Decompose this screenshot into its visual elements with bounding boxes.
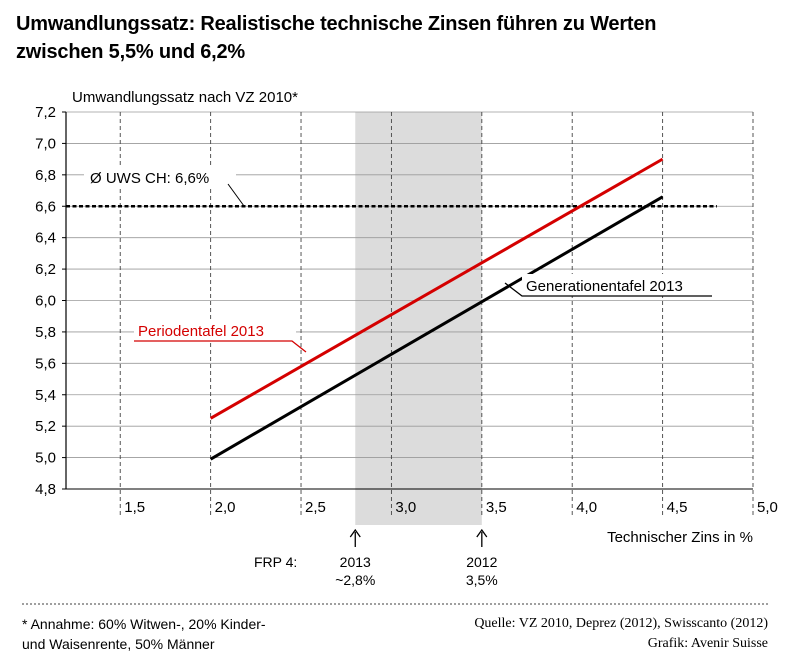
reference-line-label: Ø UWS CH: 6,6% — [90, 170, 209, 187]
y-axis-label-background — [68, 86, 348, 108]
x-tick-label: 3,5 — [486, 499, 507, 516]
legend-generation-label: Generationentafel 2013 — [526, 278, 683, 295]
y-tick-label: 5,6 — [35, 355, 56, 372]
reference-label-leader — [227, 183, 245, 207]
y-tick-label: 6,4 — [35, 230, 56, 247]
y-axis-label: Umwandlungssatz nach VZ 2010* — [72, 89, 298, 106]
series-layer — [209, 157, 664, 461]
chart-title: Umwandlungssatz: Realistische technische… — [16, 10, 786, 66]
x-tick-label: 3,0 — [395, 499, 416, 516]
y-tick-label: 5,8 — [35, 324, 56, 341]
x-tick-label: 2,5 — [305, 499, 326, 516]
reference-label-background — [84, 166, 236, 188]
source-credit: Quelle: VZ 2010, Deprez (2012), Swisscan… — [474, 614, 768, 654]
y-tick-label: 4,8 — [35, 481, 56, 498]
x-tick-label: 1,5 — [124, 499, 145, 516]
frp-label: FRP 4: — [254, 554, 297, 570]
series-line-generationentafel — [209, 195, 664, 461]
y-tick-label: 6,2 — [35, 261, 56, 278]
label-layer: Umwandlungssatz nach VZ 2010* Ø UWS CH: … — [68, 86, 753, 546]
legend-period-label: Periodentafel 2013 — [138, 323, 264, 340]
legend-period-background — [134, 319, 296, 341]
source-line: Quelle: VZ 2010, Deprez (2012), Swisscan… — [474, 616, 768, 631]
legend-generation-background — [522, 274, 722, 296]
marker-arrow-head — [476, 528, 488, 538]
x-tick-label: 5,0 — [757, 499, 778, 516]
y-tick-label: 7,2 — [35, 104, 56, 121]
y-tick-label: 7,0 — [35, 135, 56, 152]
legend-period-leader — [134, 340, 307, 353]
y-tick-label: 6,8 — [35, 167, 56, 184]
y-tick-label: 5,0 — [35, 450, 56, 467]
marker-rate-label: ~2,8% — [335, 572, 375, 588]
marker-year-label: 2013 — [340, 554, 371, 570]
y-tick-label: 5,4 — [35, 387, 56, 404]
chart-title-line2: zwischen 5,5% und 6,2% — [16, 41, 246, 63]
credit-line: Grafik: Avenir Suisse — [647, 636, 768, 651]
legend-generation-leader — [504, 282, 712, 297]
marker-layer: FRP 4: 2013 ~2,8% 2012 3,5% — [254, 528, 498, 588]
shaded-band — [355, 112, 482, 525]
axes-layer: 4,8 5,0 5,2 5,4 5,6 5,8 6,0 6,2 6,4 6,6 6,8 7,0 7,2 1… — [22, 104, 778, 605]
footnote: * Annahme: 60% Witwen-, 20% Kinder- und … — [22, 614, 266, 654]
footnote-line2: und Waisenrente, 50% Männer — [22, 636, 215, 652]
x-tick-label: 2,0 — [215, 499, 236, 516]
shaded-band-layer — [355, 112, 482, 525]
series-line-periodentafel — [209, 157, 664, 420]
x-axis-label: Technischer Zins in % — [607, 529, 753, 546]
y-tick-label: 6,0 — [35, 293, 56, 310]
marker-year-label: 2012 — [466, 554, 497, 570]
marker-arrow-head — [349, 528, 361, 538]
chart-title-line1: Umwandlungssatz: Realistische technische… — [16, 13, 657, 35]
footnote-line1: * Annahme: 60% Witwen-, 20% Kinder- — [22, 616, 266, 632]
x-tick-label: 4,5 — [667, 499, 688, 516]
marker-rate-label: 3,5% — [466, 572, 498, 588]
y-tick-label: 5,2 — [35, 418, 56, 435]
y-tick-label: 6,6 — [35, 198, 56, 215]
x-tick-label: 4,0 — [576, 499, 597, 516]
